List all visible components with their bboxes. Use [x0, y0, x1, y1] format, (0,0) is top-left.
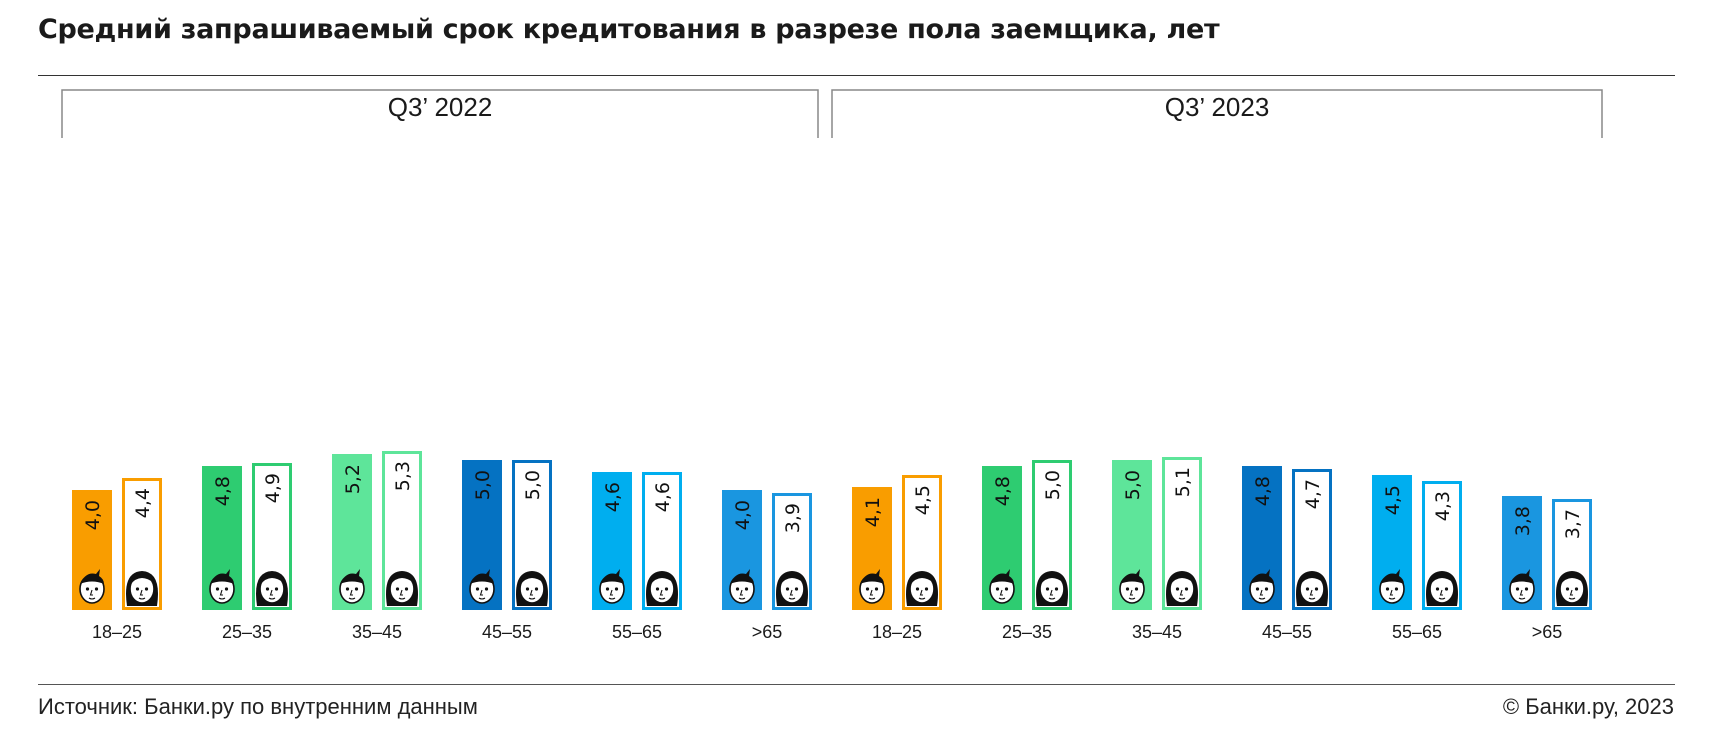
woman-face-icon [1166, 571, 1198, 606]
man-face-icon [79, 569, 105, 604]
value-label: 4,1 [862, 497, 884, 527]
woman-face-icon [1296, 571, 1328, 606]
man-face-icon [729, 569, 755, 604]
bottom-divider [38, 684, 1675, 685]
man-face-icon [1119, 569, 1145, 604]
value-label: 4,5 [912, 485, 934, 515]
value-label: 4,8 [1252, 476, 1274, 506]
category-label: 45–55 [1262, 622, 1312, 642]
category-label: 25–35 [222, 622, 272, 642]
category-label: 25–35 [1002, 622, 1052, 642]
value-label: 4,0 [732, 500, 754, 530]
bar-chart: Q3’ 2022 Q3’ 2023 4,0 4,4 18–25 4,8 4,9 25–35 5,… [61, 89, 1603, 642]
woman-face-icon [646, 571, 678, 606]
chart-title: Средний запрашиваемый срок кредитования … [38, 14, 1220, 45]
value-label: 5,3 [392, 461, 414, 491]
man-face-icon [339, 569, 365, 604]
value-label: 4,6 [652, 482, 674, 512]
woman-face-icon [906, 571, 938, 606]
value-label: 4,9 [262, 473, 284, 503]
value-label: 5,1 [1172, 467, 1194, 497]
category-label: >65 [752, 622, 783, 642]
period-bracket [831, 89, 1603, 138]
man-face-icon [1249, 569, 1275, 604]
value-label: 4,0 [82, 500, 104, 530]
source-note: Источник: Банки.ру по внутренним данным [38, 694, 478, 719]
value-label: 4,4 [132, 488, 154, 518]
category-label: 55–65 [1392, 622, 1442, 642]
period-label: Q3’ 2023 [1165, 92, 1270, 122]
value-label: 5,0 [1042, 470, 1064, 500]
woman-face-icon [1036, 571, 1068, 606]
top-divider [38, 75, 1675, 76]
category-label: 18–25 [872, 622, 922, 642]
man-face-icon [599, 569, 625, 604]
value-label: 3,8 [1512, 506, 1534, 536]
value-label: 4,7 [1302, 479, 1324, 509]
period-label: Q3’ 2022 [388, 92, 493, 122]
value-label: 3,7 [1562, 509, 1584, 539]
value-label: 4,8 [212, 476, 234, 506]
copyright-note: © Банки.ру, 2023 [1502, 694, 1674, 719]
value-label: 4,3 [1432, 491, 1454, 521]
value-label: 3,9 [782, 503, 804, 533]
value-label: 5,0 [1122, 470, 1144, 500]
woman-face-icon [126, 571, 158, 606]
woman-face-icon [776, 571, 808, 606]
category-label: >65 [1532, 622, 1563, 642]
period-bracket [61, 89, 819, 138]
man-face-icon [989, 569, 1015, 604]
woman-face-icon [516, 571, 548, 606]
value-label: 5,0 [522, 470, 544, 500]
man-face-icon [209, 569, 235, 604]
man-face-icon [469, 569, 495, 604]
category-label: 35–45 [1132, 622, 1182, 642]
category-label: 45–55 [482, 622, 532, 642]
value-label: 5,0 [472, 470, 494, 500]
value-label: 4,5 [1382, 485, 1404, 515]
value-label: 5,2 [342, 464, 364, 494]
category-label: 18–25 [92, 622, 142, 642]
man-face-icon [859, 569, 885, 604]
category-label: 55–65 [612, 622, 662, 642]
man-face-icon [1509, 569, 1535, 604]
value-label: 4,6 [602, 482, 624, 512]
value-label: 4,8 [992, 476, 1014, 506]
woman-face-icon [1426, 571, 1458, 606]
woman-face-icon [1556, 571, 1588, 606]
man-face-icon [1379, 569, 1405, 604]
woman-face-icon [256, 571, 288, 606]
woman-face-icon [386, 571, 418, 606]
category-label: 35–45 [352, 622, 402, 642]
